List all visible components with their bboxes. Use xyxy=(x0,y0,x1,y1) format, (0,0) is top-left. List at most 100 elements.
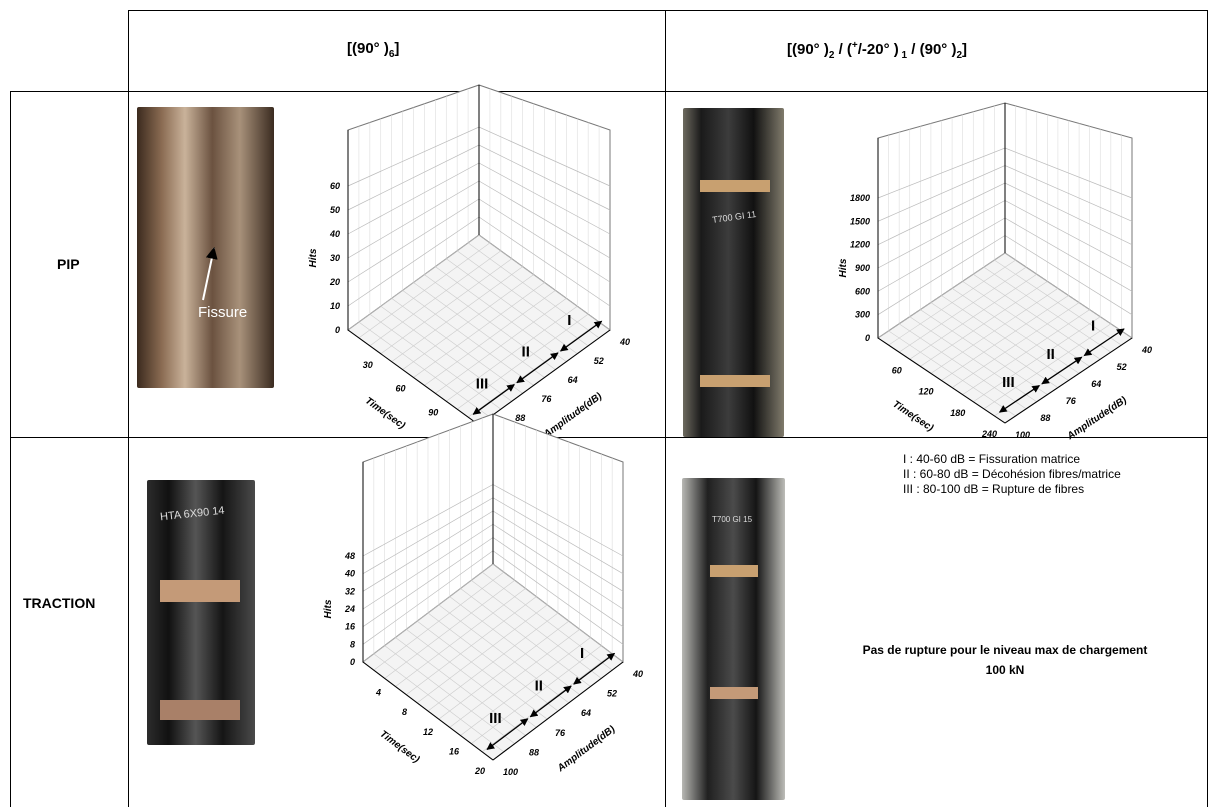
x-axis-title: Time(sec) xyxy=(363,395,408,432)
region-label: I xyxy=(567,312,571,329)
header-text: /-20° ) xyxy=(857,41,899,58)
region-arrow xyxy=(1041,356,1083,385)
y-tick-label: 0 xyxy=(350,657,355,667)
region-label: III xyxy=(476,375,489,392)
y-tick-label: 8 xyxy=(350,639,355,649)
axis xyxy=(347,329,480,426)
tape xyxy=(710,687,758,699)
y-tick-label: 1800 xyxy=(850,193,870,203)
header-sub: 6 xyxy=(388,49,395,60)
z-tick-label: 76 xyxy=(1066,396,1077,406)
y-tick-label: 40 xyxy=(329,229,340,239)
y-tick-label: 30 xyxy=(330,253,340,263)
header-sub: 2 xyxy=(956,50,963,61)
header-text: / (90° ) xyxy=(907,41,957,58)
x-tick-label: 16 xyxy=(449,746,460,756)
y-axis-title: Hits xyxy=(323,599,334,618)
region-arrow xyxy=(486,718,529,750)
tape xyxy=(700,375,770,387)
y-tick-label: 900 xyxy=(855,263,870,273)
header-text: ] xyxy=(962,41,968,58)
z-tick-label: 64 xyxy=(568,375,578,385)
z-tick-label: 64 xyxy=(581,708,591,718)
z-tick-label: 52 xyxy=(594,356,604,366)
x-tick-label: 120 xyxy=(918,387,933,397)
tape xyxy=(160,580,240,602)
z-tick-label: 76 xyxy=(541,394,552,404)
region-arrow xyxy=(472,384,515,415)
x-axis-title: Time(sec) xyxy=(378,729,422,766)
region-label: III xyxy=(489,710,502,727)
header-text: ] xyxy=(394,40,400,57)
y-tick-label: 60 xyxy=(330,181,340,191)
z-tick-label: 100 xyxy=(1015,430,1030,440)
region-arrow xyxy=(1083,328,1125,357)
y-axis-title: Hits xyxy=(838,258,849,277)
x-tick-label: 180 xyxy=(950,408,965,418)
y-tick-label: 32 xyxy=(345,586,355,596)
region-arrow xyxy=(516,352,559,384)
x-tick-label: 8 xyxy=(402,707,407,717)
y-tick-label: 10 xyxy=(330,301,340,311)
z-tick-label: 40 xyxy=(632,669,643,679)
x-tick-label: 90 xyxy=(428,407,438,417)
header-sup: + xyxy=(851,40,858,51)
z-tick-label: 64 xyxy=(1091,379,1101,389)
y-tick-label: 0 xyxy=(865,333,870,343)
chart-3d: 0 300 600 900 1200 1500 1800 60 120 180 240 100 88 76… xyxy=(838,102,1152,443)
y-tick-label: 1500 xyxy=(850,216,870,226)
y-tick-label: 300 xyxy=(855,310,870,320)
region-label: I xyxy=(1091,318,1095,335)
x-tick-label: 4 xyxy=(375,688,381,698)
z-tick-label: 52 xyxy=(607,689,617,699)
row-label: PIP xyxy=(57,256,80,272)
y-tick-label: 1200 xyxy=(850,240,870,250)
axis xyxy=(877,337,1006,424)
region-label: II xyxy=(535,677,543,694)
axis xyxy=(362,661,494,761)
y-tick-label: 16 xyxy=(345,622,356,632)
note: Pas de rupture pour le niveau max de cha… xyxy=(862,643,1148,677)
y-axis-title: Hits xyxy=(308,248,319,267)
chart-3d: 01020304050603060901201008876645240Time(… xyxy=(308,84,630,442)
legend-item: II : 60-80 dB = Décohésion fibres/matric… xyxy=(903,467,1121,481)
tape xyxy=(160,700,240,720)
y-tick-label: 0 xyxy=(335,325,340,335)
x-tick-label: 30 xyxy=(363,360,373,370)
x-tick-label: 12 xyxy=(423,727,433,737)
row-label: TRACTION xyxy=(23,595,96,611)
legend-item: III : 80-100 dB = Rupture de fibres xyxy=(903,482,1085,496)
header-col2: [(90° )2 / (+/-20° ) 1 / (90° )2] xyxy=(787,40,967,61)
tape xyxy=(710,565,758,577)
region-arrow xyxy=(529,685,572,718)
region-arrow xyxy=(559,320,603,352)
y-tick-label: 40 xyxy=(344,569,355,579)
z-tick-label: 88 xyxy=(529,747,539,757)
photo-pip-1 xyxy=(137,107,274,388)
x-tick-label: 60 xyxy=(395,384,405,394)
region-label: II xyxy=(1047,346,1055,363)
y-tick-label: 48 xyxy=(344,551,355,561)
region-arrow xyxy=(573,652,616,685)
y-tick-label: 50 xyxy=(330,205,340,215)
legend: I : 40-60 dB = Fissuration matrice II : … xyxy=(903,452,1121,497)
z-tick-label: 52 xyxy=(1117,362,1127,372)
photo-traction-2 xyxy=(682,478,785,800)
photo-label: Fissure xyxy=(198,304,248,321)
x-axis-title: Time(sec) xyxy=(891,399,936,434)
z-tick-label: 88 xyxy=(1040,413,1050,423)
x-tick-label: 60 xyxy=(892,365,902,375)
header-text: [(90° ) xyxy=(787,41,829,58)
z-tick-label: 100 xyxy=(503,767,518,777)
region-arrow xyxy=(998,385,1041,413)
header-text: / ( xyxy=(834,41,852,58)
y-tick-label: 24 xyxy=(344,604,355,614)
photo-label: T700 GI 15 xyxy=(712,515,753,524)
z-tick-label: 88 xyxy=(515,413,525,423)
header-sub: 1 xyxy=(898,50,908,61)
region-label: III xyxy=(1002,374,1015,391)
header-sub: 2 xyxy=(828,50,835,61)
crack-arrow xyxy=(202,246,218,301)
